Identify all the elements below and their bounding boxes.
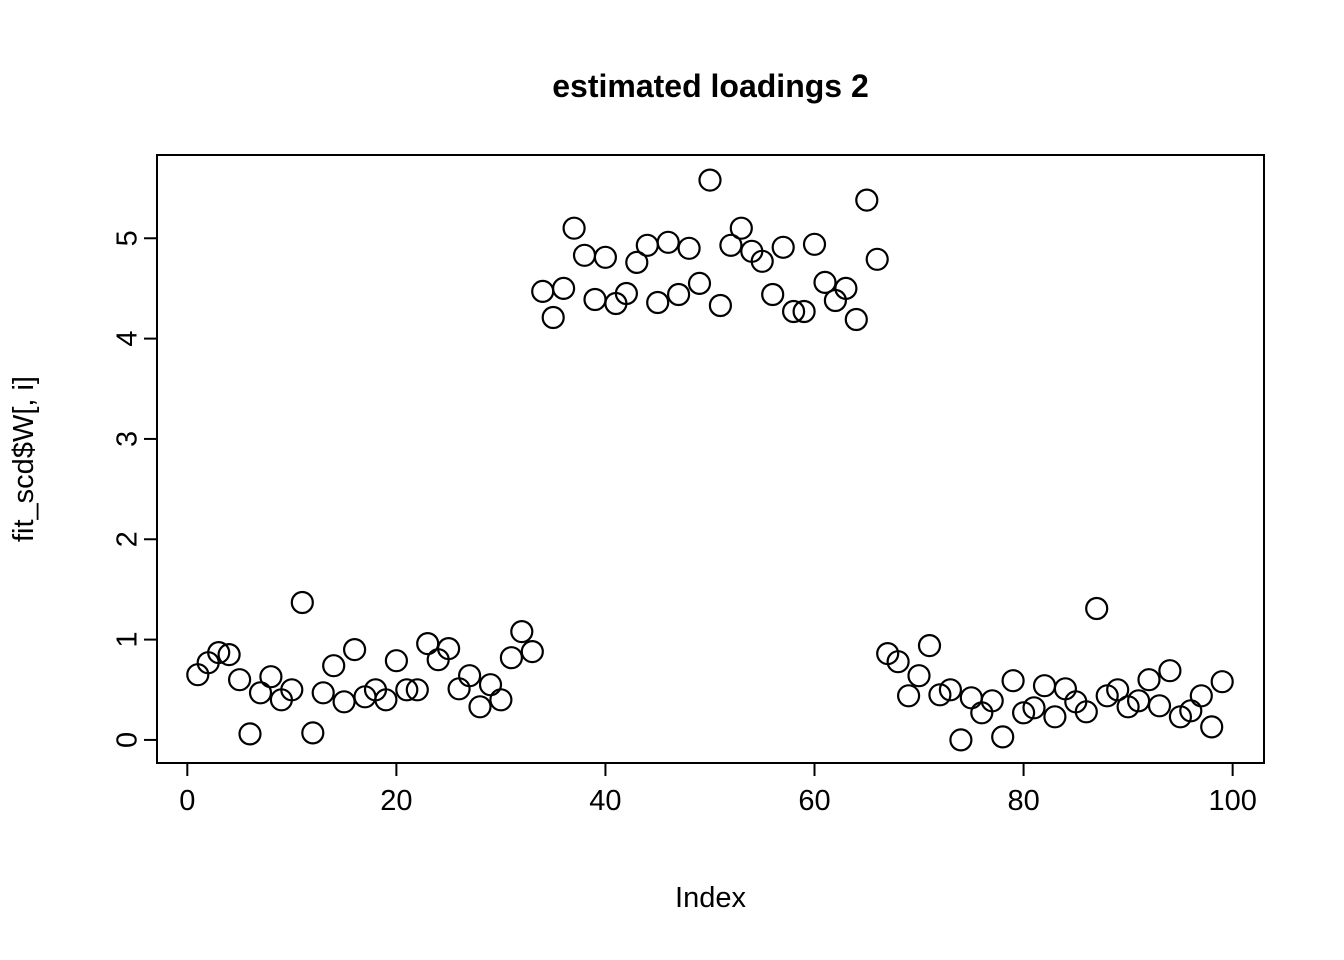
data-point [1137, 668, 1161, 692]
data-point [280, 678, 304, 702]
data-point [855, 188, 879, 212]
data-point [468, 695, 492, 719]
data-point [771, 235, 795, 259]
data-point [384, 649, 408, 673]
x-axis-label: Index [675, 882, 746, 914]
data-point [1085, 596, 1109, 621]
data-point [416, 631, 440, 656]
data-point [499, 646, 523, 670]
data-point [917, 633, 942, 658]
data-point [238, 722, 262, 746]
data-point [635, 233, 659, 257]
y-tick-label: 0 [112, 732, 144, 748]
data-point [207, 640, 231, 665]
y-tick-label: 5 [112, 230, 144, 246]
data-point [907, 664, 931, 688]
data-point [813, 270, 837, 294]
data-point [729, 216, 753, 240]
data-point [395, 678, 419, 702]
data-point [259, 665, 283, 689]
data-point [1043, 705, 1067, 729]
data-point [458, 664, 482, 688]
data-point [1200, 715, 1224, 739]
data-point [1074, 700, 1098, 724]
x-tick-label: 80 [1007, 785, 1039, 817]
y-tick-label: 2 [112, 531, 144, 547]
data-point [991, 725, 1015, 749]
data-point [1189, 684, 1213, 708]
plot-border [156, 154, 1265, 764]
data-point [301, 721, 325, 745]
data-point [583, 287, 607, 312]
data-point [248, 681, 273, 705]
data-point [1147, 694, 1172, 718]
x-tick-label: 20 [380, 785, 412, 817]
data-point [687, 271, 712, 295]
data-point [562, 216, 586, 240]
data-point [332, 690, 356, 714]
data-point [374, 688, 398, 712]
x-tick-label: 0 [179, 785, 195, 817]
data-point [1032, 674, 1057, 698]
data-point [572, 243, 597, 267]
data-point [343, 637, 367, 662]
x-tick-label: 40 [589, 785, 621, 817]
data-point [290, 590, 314, 615]
data-point [311, 681, 335, 705]
data-point [1001, 669, 1025, 693]
data-point [781, 299, 806, 324]
data-point [708, 293, 733, 318]
data-point [1106, 678, 1130, 702]
data-point [1210, 670, 1234, 694]
data-point [593, 245, 618, 269]
data-point [844, 307, 868, 332]
data-point [980, 689, 1004, 713]
data-point [949, 728, 973, 752]
data-point [792, 299, 816, 324]
data-point [1158, 659, 1182, 683]
data-point [489, 688, 513, 712]
data-point [928, 683, 952, 707]
data-point [625, 250, 649, 274]
data-point [959, 686, 983, 710]
data-point [520, 639, 544, 664]
data-point [531, 279, 555, 303]
data-point [834, 276, 858, 300]
data-point [698, 168, 722, 192]
data-point [541, 305, 565, 330]
data-point [865, 247, 889, 271]
x-tick-label: 60 [798, 785, 830, 817]
data-point [938, 678, 963, 702]
y-tick-label: 3 [112, 431, 144, 447]
data-point [802, 232, 827, 256]
data-point [719, 233, 743, 257]
y-tick-label: 4 [112, 331, 144, 347]
data-point [510, 619, 534, 644]
data-point [750, 249, 774, 273]
data-point [447, 677, 471, 701]
data-point [896, 684, 921, 708]
data-point [614, 281, 639, 306]
x-tick-label: 100 [1208, 785, 1256, 817]
data-point [646, 290, 670, 315]
data-point [551, 276, 576, 300]
data-point [666, 282, 691, 307]
data-point [478, 673, 503, 697]
data-point [677, 236, 701, 260]
data-point [656, 230, 680, 254]
data-point [217, 642, 241, 667]
data-point [1022, 696, 1046, 720]
y-tick-label: 1 [112, 632, 144, 648]
data-point [1053, 677, 1078, 701]
data-point [437, 636, 461, 661]
data-point [405, 678, 429, 702]
data-point [228, 668, 252, 692]
chart-title: estimated loadings 2 [552, 68, 869, 104]
data-point [1011, 701, 1036, 725]
data-point [886, 650, 910, 674]
data-point [761, 282, 785, 307]
data-point [322, 654, 346, 678]
